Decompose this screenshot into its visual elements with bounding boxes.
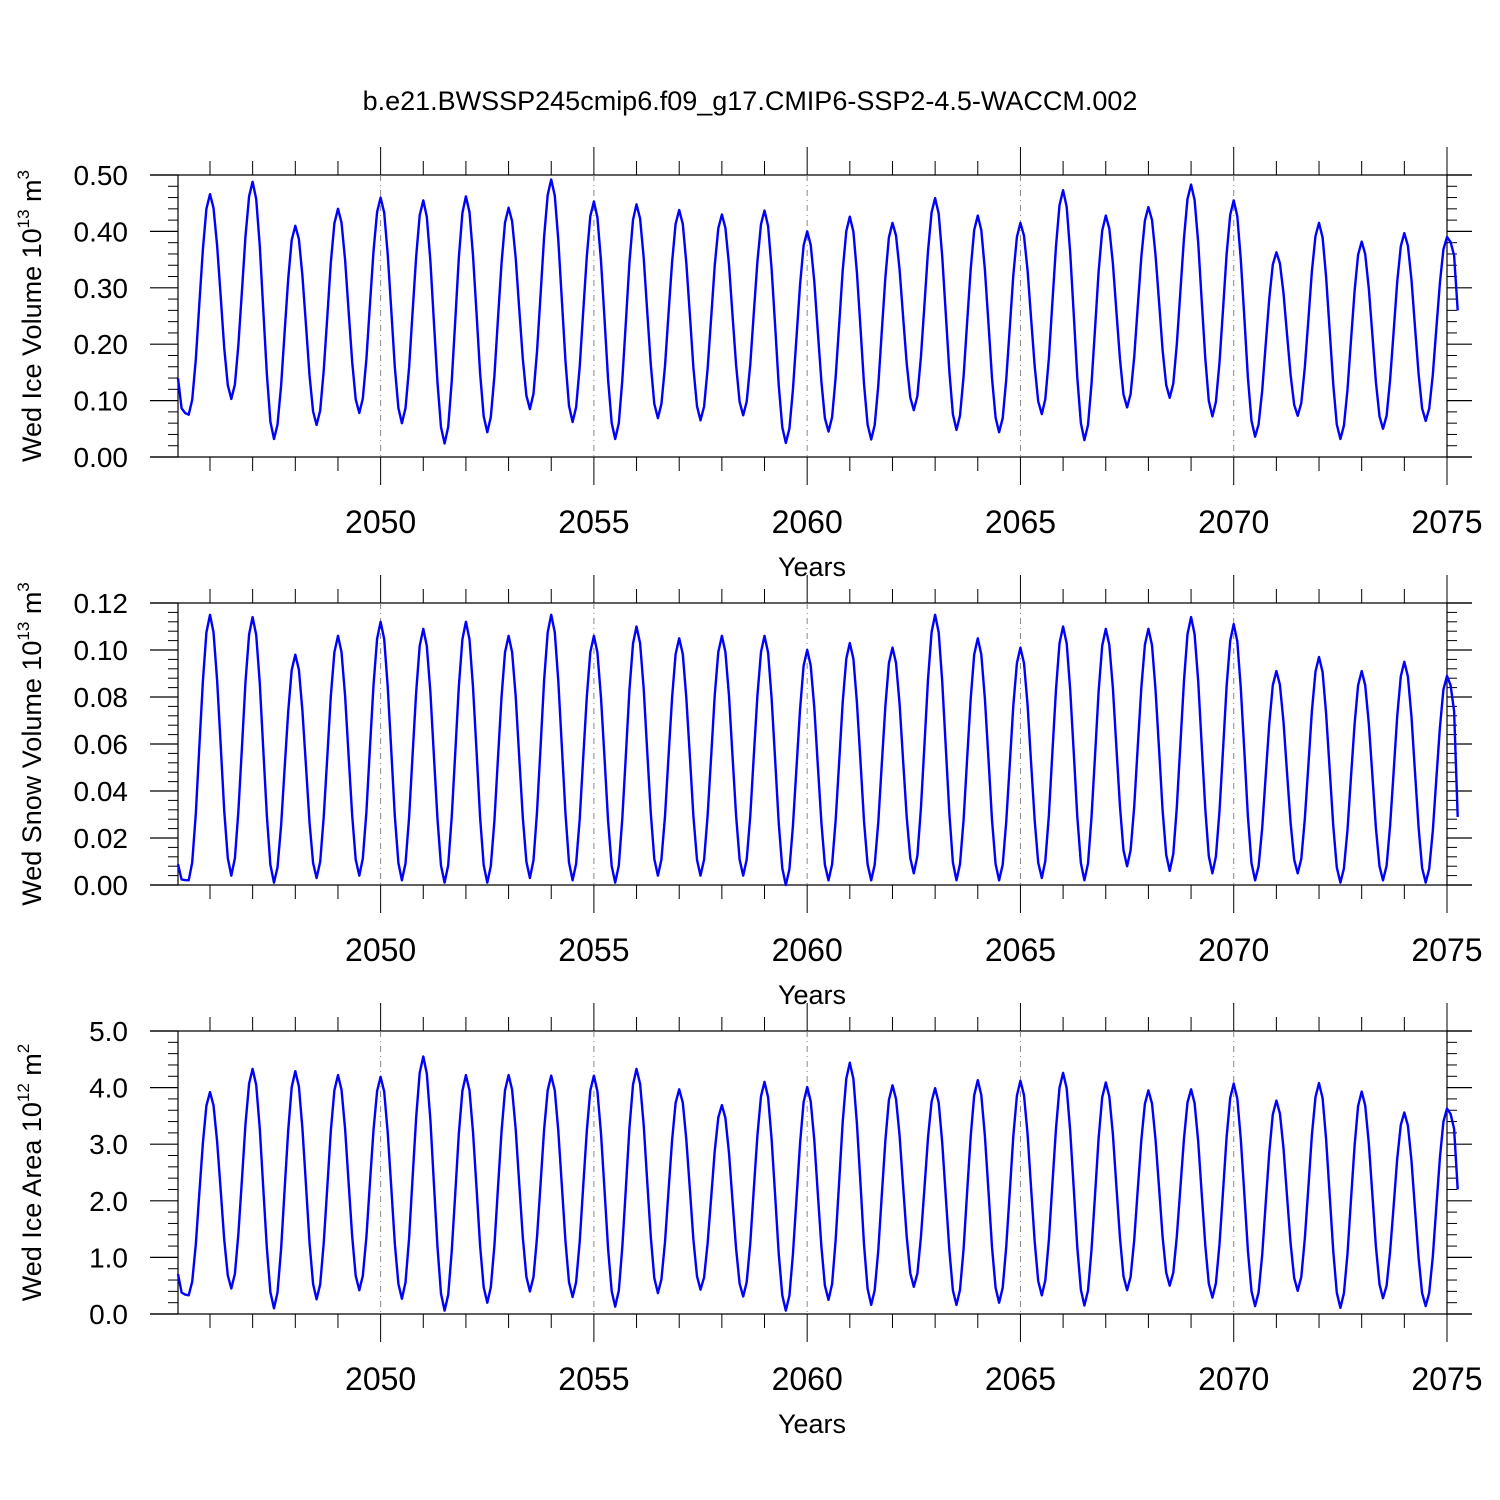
y-tick-label: 1.0 <box>89 1242 128 1273</box>
x-tick-label: 2065 <box>985 504 1056 540</box>
y-axis-label: Wed Ice Area 1012 m2 <box>14 1044 47 1302</box>
y-tick-label: 0.40 <box>74 216 129 247</box>
x-tick-label: 2075 <box>1411 504 1482 540</box>
y-tick-label: 2.0 <box>89 1186 128 1217</box>
y-tick-label: 0.0 <box>89 1299 128 1330</box>
y-tick-label: 0.12 <box>74 588 129 619</box>
panel-snow-volume: 0.00 0.02 0.04 0.06 0.08 0.10 0.12 2050 2055 2060… <box>14 575 1483 1010</box>
series-line <box>176 613 1459 887</box>
y-tick-label: 0.00 <box>74 870 129 901</box>
x-tick-label: 2070 <box>1198 1361 1269 1397</box>
x-tick-label: 2060 <box>772 1361 843 1397</box>
series-line <box>176 178 1459 445</box>
x-tick-label: 2055 <box>558 504 629 540</box>
x-tick-label: 2070 <box>1198 504 1269 540</box>
x-tick-label: 2075 <box>1411 1361 1482 1397</box>
x-axis-label: Years <box>778 1409 846 1439</box>
panel-ice-area: 0.0 1.0 2.0 3.0 4.0 5.0 2050 2055 2060 2065 2070 20… <box>14 1003 1483 1439</box>
y-tick-label: 0.04 <box>74 776 129 807</box>
x-tick-label: 2075 <box>1411 932 1482 968</box>
y-tick-label: 0.10 <box>74 635 129 666</box>
x-axis-label: Years <box>778 980 846 1010</box>
x-tick-label: 2050 <box>345 504 416 540</box>
y-tick-label: 0.50 <box>74 160 129 191</box>
y-tick-label: 0.20 <box>74 329 129 360</box>
x-tick-label: 2055 <box>558 1361 629 1397</box>
panel-ice-volume: 0.00 0.10 0.20 0.30 0.40 0.50 2050 2055 2060 2065… <box>14 147 1483 582</box>
y-axis-label: Wed Ice Volume 1013 m3 <box>14 170 47 462</box>
y-tick-label: 0.06 <box>74 729 129 760</box>
series-line <box>176 1055 1459 1312</box>
y-tick-label: 3.0 <box>89 1129 128 1160</box>
x-tick-label: 2060 <box>772 504 843 540</box>
x-tick-label: 2070 <box>1198 932 1269 968</box>
y-axis-label: Wed Snow Volume 1013 m3 <box>14 582 47 906</box>
y-tick-label: 5.0 <box>89 1016 128 1047</box>
y-tick-label: 0.30 <box>74 273 129 304</box>
x-tick-label: 2065 <box>985 1361 1056 1397</box>
x-tick-label: 2065 <box>985 932 1056 968</box>
figure-title: b.e21.BWSSP245cmip6.f09_g17.CMIP6-SSP2-4… <box>363 86 1138 116</box>
y-tick-label: 0.08 <box>74 682 129 713</box>
y-tick-label: 0.02 <box>74 823 129 854</box>
x-tick-label: 2050 <box>345 932 416 968</box>
y-tick-label: 0.00 <box>74 442 129 473</box>
x-axis-label: Years <box>778 552 846 582</box>
y-tick-label: 0.10 <box>74 386 129 417</box>
x-tick-label: 2055 <box>558 932 629 968</box>
x-tick-label: 2050 <box>345 1361 416 1397</box>
x-tick-label: 2060 <box>772 932 843 968</box>
y-tick-label: 4.0 <box>89 1073 128 1104</box>
